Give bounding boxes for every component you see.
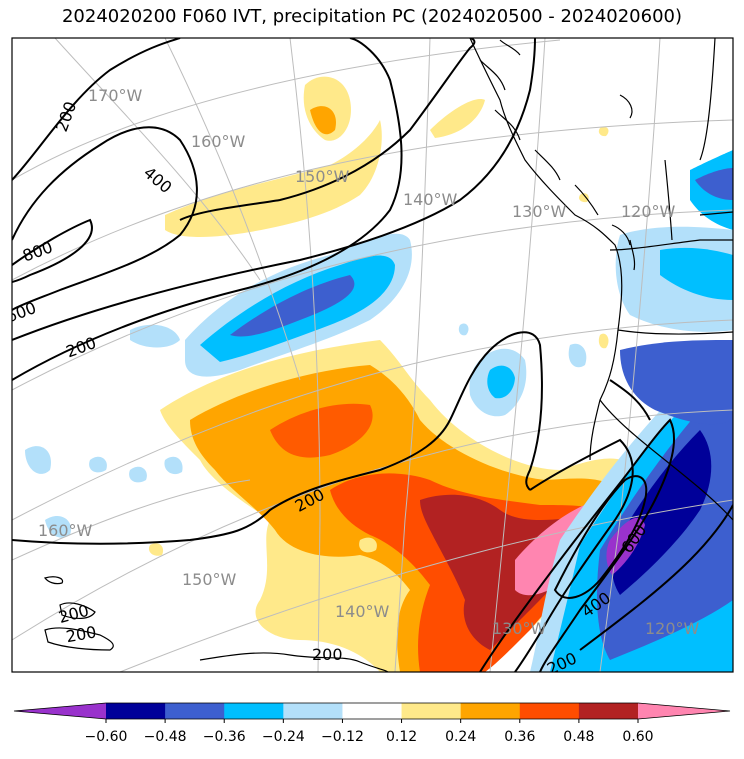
lon-label-130w: 130°W bbox=[512, 202, 567, 221]
lon-label-120w-bottom: 120°W bbox=[645, 619, 700, 638]
colorbar-segment bbox=[401, 703, 462, 719]
colorbar-tick-label: −0.48 bbox=[144, 729, 187, 745]
colorbar-tick-label: −0.12 bbox=[321, 729, 364, 745]
lon-label-170w: 170°W bbox=[88, 86, 143, 105]
ivt-precip-map: 170°W 160°W 150°W 140°W 130°W 120°W 160°… bbox=[11, 37, 734, 673]
colorbar-tick-label: 0.48 bbox=[563, 729, 594, 745]
colorbar-tick-label: 0.24 bbox=[445, 729, 476, 745]
colorbar-segment bbox=[342, 703, 403, 719]
lon-label-150w-bottom: 150°W bbox=[182, 570, 237, 589]
colorbar-tick-label: 0.36 bbox=[504, 729, 535, 745]
lon-label-120w: 120°W bbox=[621, 202, 676, 221]
precipitation-shading bbox=[25, 76, 733, 672]
colorbar-segment bbox=[578, 703, 639, 719]
colorbar-segment bbox=[106, 703, 166, 719]
lon-label-140w: 140°W bbox=[403, 190, 458, 209]
colorbar-segment bbox=[519, 703, 580, 719]
colorbar-tick-label: −0.36 bbox=[203, 729, 246, 745]
lon-label-130w-bottom: 130°W bbox=[492, 619, 547, 638]
map-frame bbox=[11, 37, 734, 673]
colorbar-segment bbox=[460, 703, 521, 719]
colorbar-tick-label: 0.60 bbox=[622, 729, 653, 745]
colorbar-extend-min bbox=[14, 703, 106, 719]
colorbar-outline bbox=[13, 702, 731, 720]
map-title: 2024020200 F060 IVT, precipitation PC (2… bbox=[61, 6, 683, 27]
colorbar-segment bbox=[224, 703, 284, 719]
colorbar-segment bbox=[165, 703, 225, 719]
graticule bbox=[12, 38, 733, 672]
colorbar-segment bbox=[283, 703, 343, 719]
ivt-contours bbox=[12, 38, 733, 672]
lon-label-150w: 150°W bbox=[295, 167, 350, 186]
lon-label-160w: 160°W bbox=[191, 132, 246, 151]
lon-label-160w-bottom: 160°W bbox=[38, 521, 93, 540]
lon-label-140w-bottom: 140°W bbox=[335, 602, 390, 621]
colorbar-tick-label: 0.12 bbox=[386, 729, 417, 745]
coastlines bbox=[44, 38, 733, 672]
colorbar-tick-label: −0.24 bbox=[262, 729, 305, 745]
colorbar-tick-label: −0.60 bbox=[85, 729, 128, 745]
colorbar-extend-max bbox=[638, 703, 730, 719]
contour-label: 200 bbox=[312, 645, 343, 664]
